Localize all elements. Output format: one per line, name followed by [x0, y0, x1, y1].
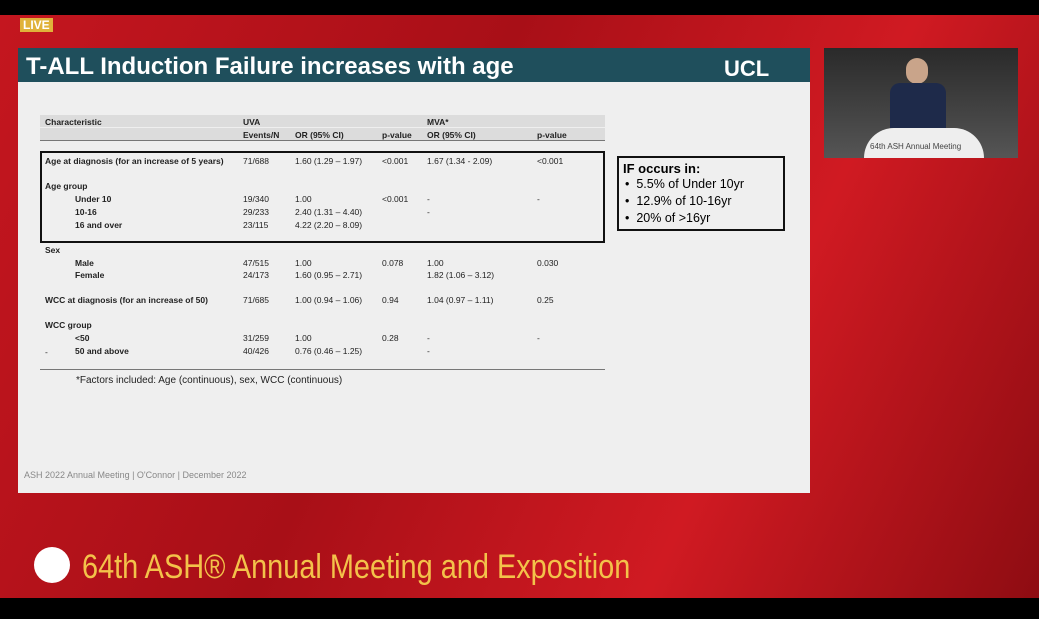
- group-header: UVA: [243, 117, 261, 127]
- row-label: Age at diagnosis (for an increase of 5 y…: [45, 156, 224, 166]
- bottom-bar: [0, 598, 1039, 619]
- table-cell: 4.22 (2.20 – 8.09): [295, 220, 363, 230]
- slide: T-ALL Induction Failure increases with a…: [18, 48, 810, 493]
- callout-item: • 12.9% of 10-16yr: [625, 194, 732, 208]
- table-cell: -: [537, 194, 540, 204]
- table-cell: 0.078: [382, 258, 404, 268]
- row-label: 16 and over: [75, 220, 123, 230]
- podium-text: 64th ASH Annual Meeting: [870, 142, 962, 151]
- table-cell: 31/259: [243, 333, 269, 343]
- table-cell: 2.40 (1.31 – 4.40): [295, 207, 363, 217]
- table-cell: 1.60 (1.29 – 1.97): [295, 156, 363, 166]
- table-cell: 1.67 (1.34 - 2.09): [427, 156, 493, 166]
- table-cell: 40/426: [243, 346, 269, 356]
- table-cell: 19/340: [243, 194, 269, 204]
- top-bar: [0, 0, 1039, 15]
- row-label: Age group: [45, 181, 88, 191]
- table-cell: 29/233: [243, 207, 269, 217]
- table-cell: -: [427, 207, 430, 217]
- table-cell: -: [537, 333, 540, 343]
- speaker-head: [906, 58, 928, 84]
- row-label: Female: [75, 270, 105, 280]
- row-label: 10-16: [75, 207, 97, 217]
- group-header: MVA*: [427, 117, 449, 127]
- table-cell: 0.25: [537, 295, 554, 305]
- table-cell: 1.00: [295, 194, 312, 204]
- speaker-video: 64th ASH Annual Meeting: [824, 48, 1018, 158]
- callout: IF occurs in: • 5.5% of Under 10yr • 12.9…: [617, 156, 785, 231]
- table-cell: 1.60 (0.95 – 2.71): [295, 270, 363, 280]
- callout-item: • 20% of >16yr: [625, 211, 711, 225]
- row-label: WCC group: [45, 320, 92, 330]
- callout-heading: IF occurs in:: [623, 161, 701, 176]
- row-label: 50 and above: [75, 346, 129, 356]
- column-header: p-value: [382, 130, 412, 140]
- table-cell: -: [427, 194, 430, 204]
- table-cell: 47/515: [243, 258, 269, 268]
- table-cell: -: [427, 346, 430, 356]
- callout-list: • 5.5% of Under 10yr • 12.9% of 10-16yr • …: [623, 176, 779, 227]
- footnote: *Factors included: Age (continuous), sex…: [76, 375, 343, 386]
- column-header: Characteristic: [45, 117, 102, 127]
- highlight-box: [40, 151, 605, 243]
- table-cell: 23/115: [243, 220, 269, 230]
- podium: [864, 128, 984, 158]
- table-cell: 1.00 (0.94 – 1.06): [295, 295, 363, 305]
- table-cell: 24/173: [243, 270, 269, 280]
- row-label: Under 10: [75, 194, 112, 204]
- table-cell: 0.76 (0.46 – 1.25): [295, 346, 363, 356]
- live-badge: LIVE: [20, 18, 53, 32]
- table-cell: <0.001: [382, 156, 409, 166]
- table-cell: 1.04 (0.97 – 1.11): [427, 295, 494, 305]
- column-header: Events/N: [243, 130, 280, 140]
- table-cell: 1.00: [295, 258, 312, 268]
- row-label: Male: [75, 258, 94, 268]
- row-label: WCC at diagnosis (for an increase of 50): [45, 295, 208, 305]
- header-band: [40, 115, 605, 127]
- title-bar: [18, 48, 810, 82]
- table: *Factors included: Age (continuous), sex…: [18, 48, 810, 493]
- ash-logo: [34, 547, 70, 583]
- table-cell: 0.94: [382, 295, 399, 305]
- logo: UCL: [724, 56, 770, 81]
- table-cell: 71/688: [243, 156, 269, 166]
- row-label: Sex: [45, 245, 61, 255]
- table-cell: -: [427, 333, 430, 343]
- column-header: OR (95% CI): [295, 130, 344, 140]
- header-band: [40, 128, 605, 141]
- table-cell: 71/685: [243, 295, 269, 305]
- slide-footer: ASH 2022 Annual Meeting | O'Connor | Dec…: [24, 470, 247, 480]
- table-cell: 1.00: [295, 333, 312, 343]
- table-bottom-rule: [40, 369, 605, 370]
- slide-title: T-ALL Induction Failure increases with a…: [26, 53, 514, 80]
- table-cell: 0.030: [537, 258, 559, 268]
- column-header: OR (95% CI): [427, 130, 476, 140]
- table-cell: 0.28: [382, 333, 399, 343]
- row-label: <50: [75, 333, 90, 343]
- table-cell: <0.001: [382, 194, 409, 204]
- stray-mark: -: [45, 347, 48, 357]
- column-header: p-value: [537, 130, 567, 140]
- table-cell: 1.82 (1.06 – 3.12): [427, 270, 495, 280]
- callout-item: • 5.5% of Under 10yr: [625, 177, 745, 191]
- table-cell: 1.00: [427, 258, 444, 268]
- speaker-body: [890, 83, 946, 128]
- table-cell: <0.001: [537, 156, 564, 166]
- banner-text: 64th ASH® Annual Meeting and Exposition: [82, 548, 631, 586]
